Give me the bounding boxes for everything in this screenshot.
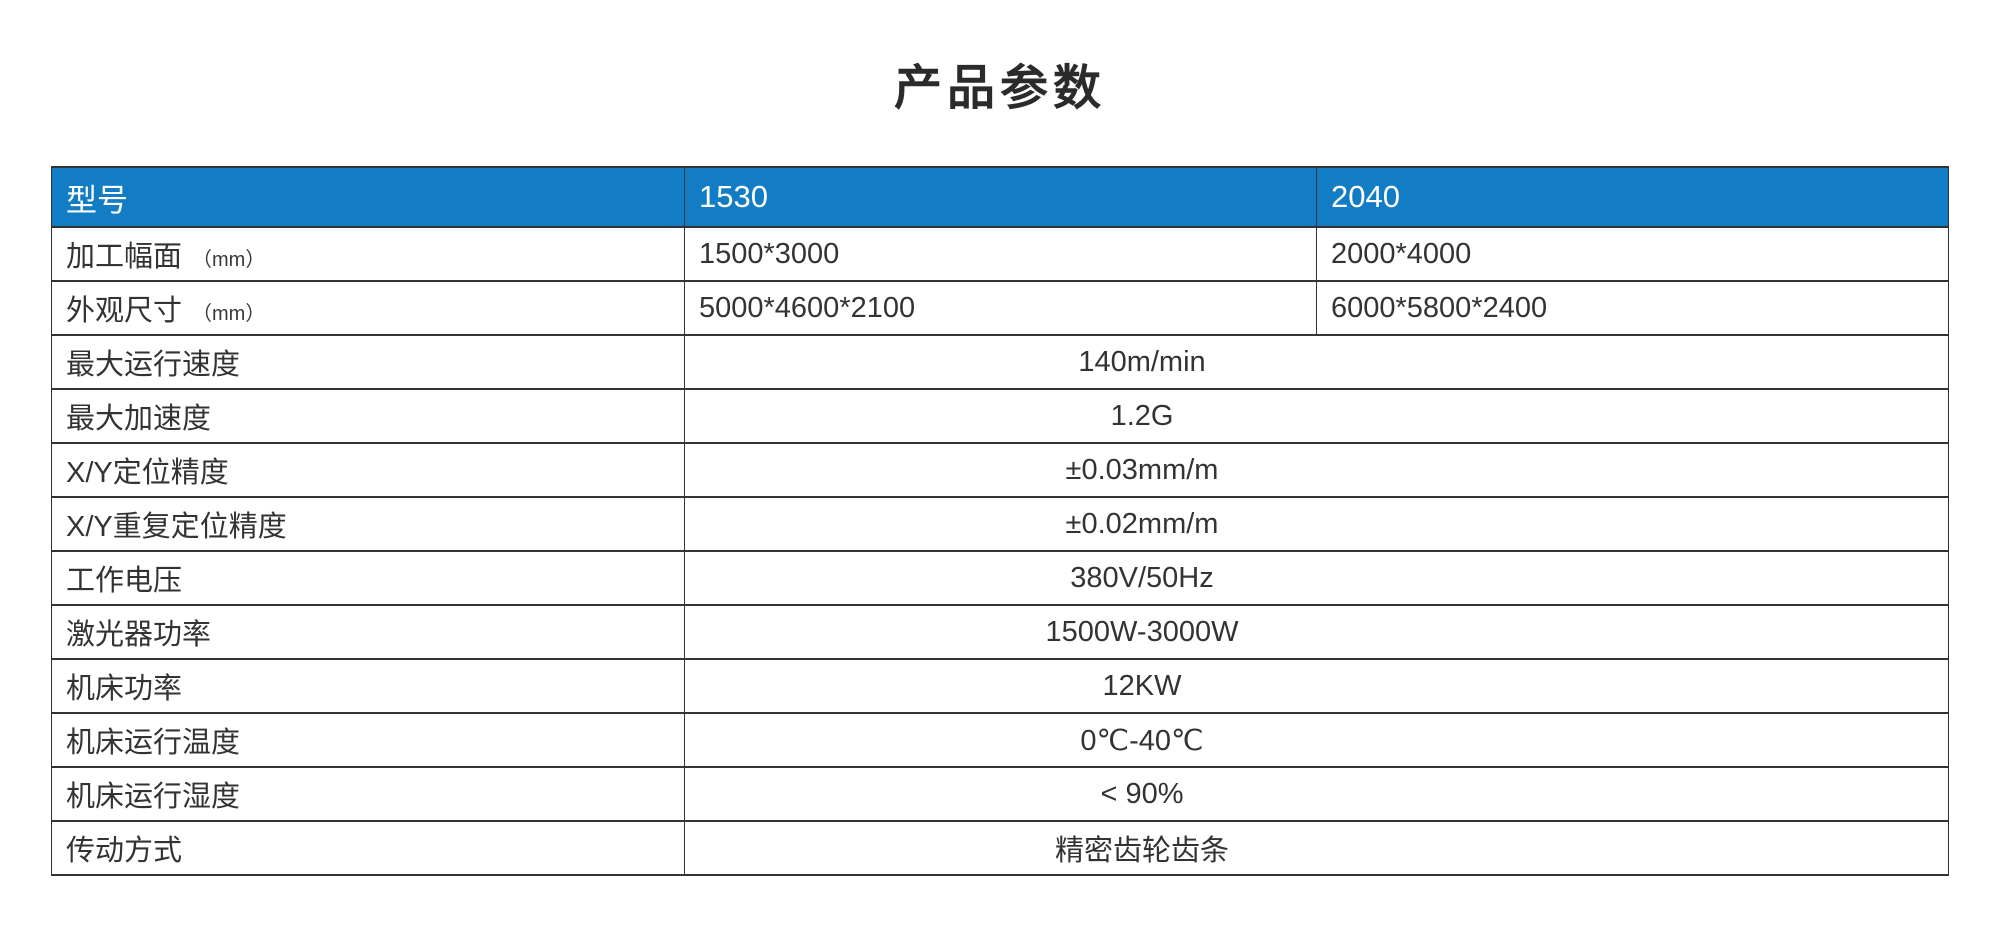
spec-unit: （mm）	[192, 303, 266, 325]
table-row-working-voltage: 工作电压 380V/50Hz	[51, 550, 1949, 606]
spec-label-text: 外观尺寸	[66, 295, 183, 327]
spec-value: < 90%	[684, 766, 1949, 822]
spec-value: ±0.02mm/m	[684, 496, 1949, 552]
spec-value: ±0.03mm/m	[684, 442, 1949, 498]
spec-unit: （mm）	[192, 249, 266, 271]
table-row-laser-power: 激光器功率 1500W-3000W	[51, 604, 1949, 660]
table-row-working-area: 加工幅面 （mm） 1500*3000 2000*4000	[51, 226, 1949, 282]
spec-label: X/Y定位精度	[51, 442, 685, 498]
spec-value: 1.2G	[684, 388, 1949, 444]
spec-label: 加工幅面 （mm）	[51, 226, 685, 282]
header-model-1530: 1530	[684, 166, 1317, 228]
table-row-max-acceleration: 最大加速度 1.2G	[51, 388, 1949, 444]
table-row-operating-temperature: 机床运行温度 0℃-40℃	[51, 712, 1949, 768]
header-model-2040: 2040	[1316, 166, 1949, 228]
spec-value-1530: 1500*3000	[684, 226, 1317, 282]
spec-label: 工作电压	[51, 550, 685, 606]
spec-label: 机床运行温度	[51, 712, 685, 768]
table-row-positioning-accuracy: X/Y定位精度 ±0.03mm/m	[51, 442, 1949, 498]
spec-label: 传动方式	[51, 820, 685, 876]
table-row-operating-humidity: 机床运行湿度 < 90%	[51, 766, 1949, 822]
table-row-repeat-positioning-accuracy: X/Y重复定位精度 ±0.02mm/m	[51, 496, 1949, 552]
spec-label: 机床运行湿度	[51, 766, 685, 822]
spec-value-2040: 2000*4000	[1316, 226, 1949, 282]
page-title: 产品参数	[893, 62, 1106, 115]
spec-value: 0℃-40℃	[684, 712, 1949, 768]
spec-label: 外观尺寸 （mm）	[51, 280, 685, 336]
table-header-row: 型号 1530 2040	[51, 166, 1949, 228]
spec-value: 140m/min	[684, 334, 1949, 390]
table-row-dimensions: 外观尺寸 （mm） 5000*4600*2100 6000*5800*2400	[51, 280, 1949, 336]
spec-value: 精密齿轮齿条	[684, 820, 1949, 876]
header-model-label: 型号	[51, 166, 685, 228]
spec-value: 12KW	[684, 658, 1949, 714]
spec-label: 最大运行速度	[51, 334, 685, 390]
table-row-machine-power: 机床功率 12KW	[51, 658, 1949, 714]
table-row-transmission: 传动方式 精密齿轮齿条	[51, 820, 1949, 876]
product-parameters-table: 型号 1530 2040 加工幅面 （mm） 1500*3000 2000*400…	[51, 166, 1949, 876]
spec-label: 激光器功率	[51, 604, 685, 660]
spec-value: 1500W-3000W	[684, 604, 1949, 660]
spec-label: 机床功率	[51, 658, 685, 714]
spec-value-1530: 5000*4600*2100	[684, 280, 1317, 336]
spec-label-text: 加工幅面	[66, 241, 183, 273]
spec-value-2040: 6000*5800*2400	[1316, 280, 1949, 336]
table-row-max-speed: 最大运行速度 140m/min	[51, 334, 1949, 390]
spec-label: X/Y重复定位精度	[51, 496, 685, 552]
spec-label: 最大加速度	[51, 388, 685, 444]
spec-value: 380V/50Hz	[684, 550, 1949, 606]
